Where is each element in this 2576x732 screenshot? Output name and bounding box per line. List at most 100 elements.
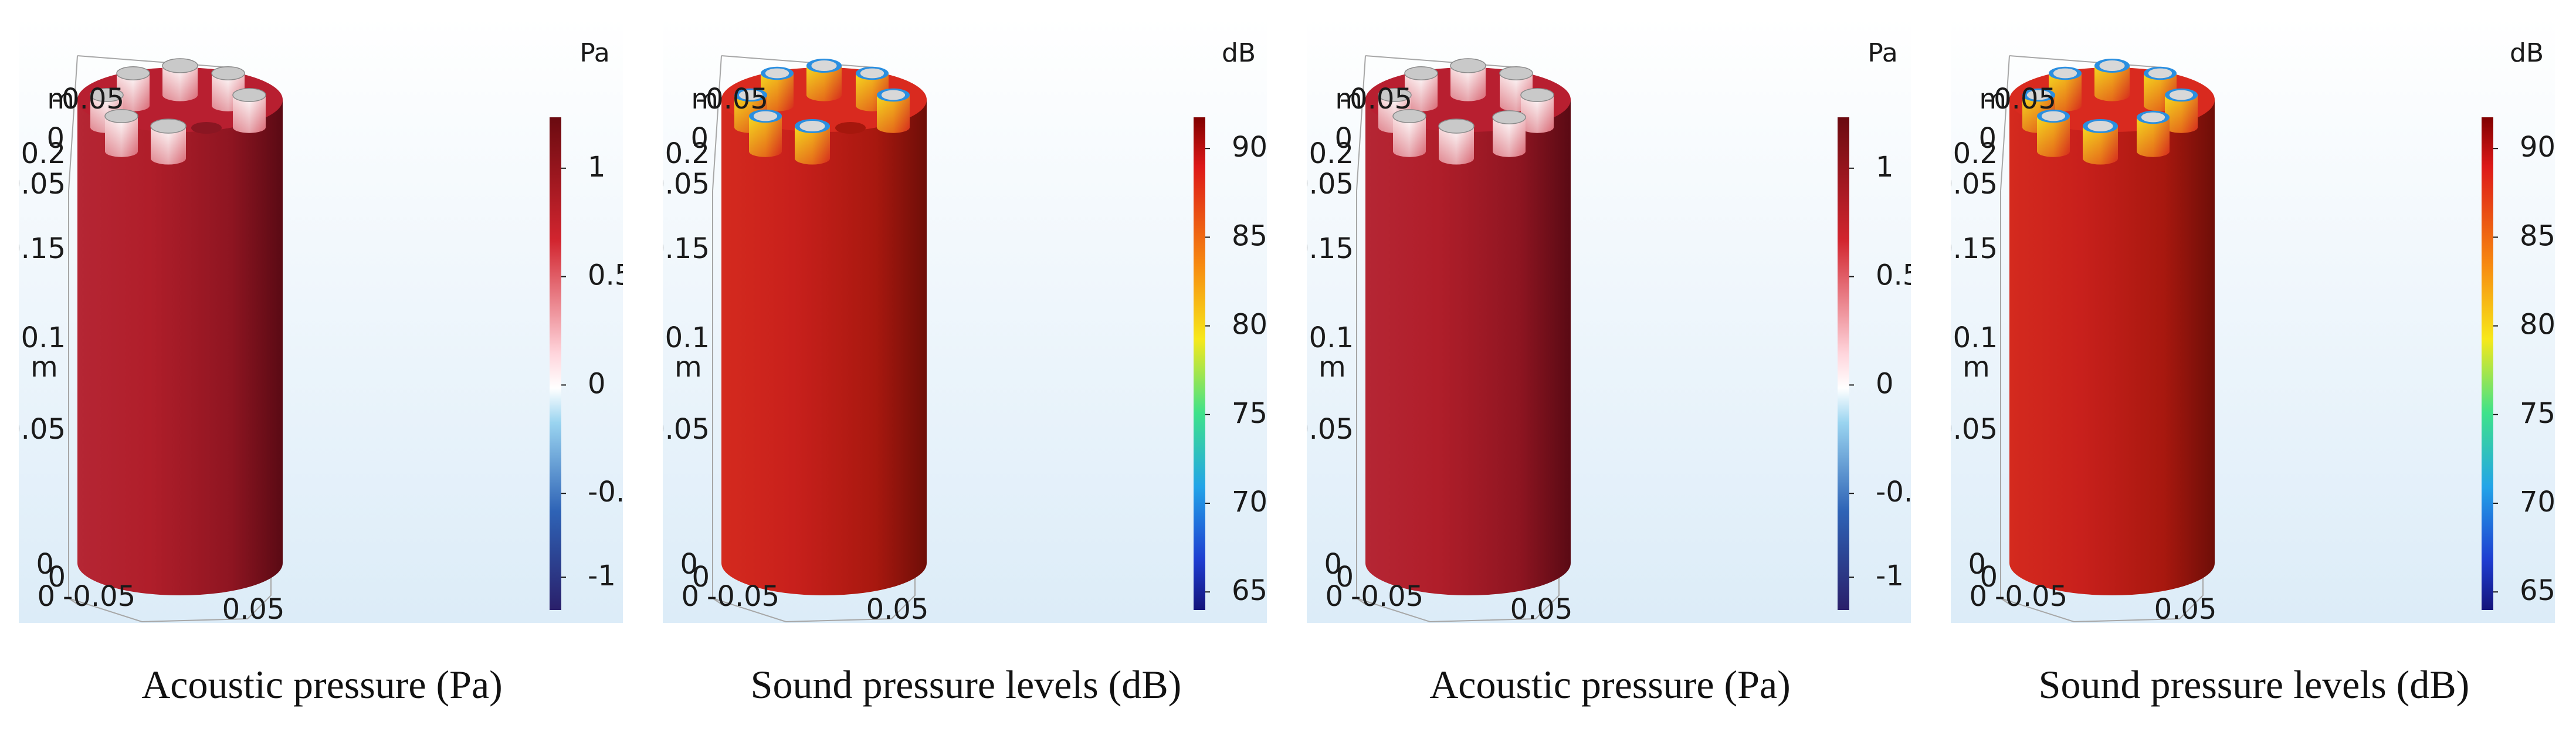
cylinder-body <box>721 100 927 595</box>
pipe-top <box>799 121 825 131</box>
pipe-top <box>2099 60 2125 71</box>
pipe <box>2165 88 2198 133</box>
y-tick-label: 0 <box>46 122 65 155</box>
y-axis-label: m <box>1979 83 2006 116</box>
y-tick-label: 0.05 <box>663 168 710 201</box>
pipe-top <box>104 109 138 123</box>
plot-svg: 0.20.150.10.050mm-0.0500.0500-0.050.05dB… <box>663 18 1267 623</box>
colorbar-tick-label: 75 <box>2520 397 2555 430</box>
x-tick-label: -0.05 <box>1995 580 2067 613</box>
colorbar-tick-label: 0.5 <box>588 259 623 292</box>
colorbar-tick-label: 90 <box>1232 131 1267 164</box>
y-tick-label: 0.05 <box>19 168 66 201</box>
z-axis-label: m <box>1318 351 1346 384</box>
z-tick-label: 0.05 <box>19 413 66 446</box>
pipe <box>1438 118 1475 165</box>
panel-2-sound-pressure-levels: 0.20.150.10.050mm-0.0500.0500-0.050.05dB… <box>644 0 1288 732</box>
pipe <box>795 119 830 165</box>
colorbar-tick-label: 80 <box>1232 309 1267 341</box>
z-origin-label: 0 <box>37 580 55 613</box>
x-origin-label: 0 <box>1968 548 1986 581</box>
z-tick-label: 0.1 <box>21 321 66 354</box>
y-tick-label: -0.05 <box>696 83 768 116</box>
colorbar-tick-label: -1 <box>588 560 616 592</box>
y-axis-label: m <box>1335 83 1362 116</box>
pipe-top <box>765 68 789 79</box>
empty-port <box>191 122 222 134</box>
colorbar-tick-label: 85 <box>2520 219 2555 252</box>
pipe-top <box>811 60 837 71</box>
colorbar-tick-label: 75 <box>1232 397 1267 430</box>
plot-area: 0.20.150.10.050mm-0.0500.0500-0.050.05Pa… <box>1307 18 1911 623</box>
pipe-top <box>1438 118 1475 134</box>
pipe-top <box>90 88 124 102</box>
pipe <box>1492 110 1526 157</box>
z-tick-label: 0.2 <box>21 137 66 170</box>
pipe-top <box>2053 68 2077 79</box>
colorbar <box>1838 117 1849 610</box>
colorbar-tick-label: 90 <box>2520 131 2555 164</box>
colorbar-tick-label: 70 <box>2520 486 2555 518</box>
x-tick-label: 0.05 <box>222 593 285 623</box>
colorbar-tick-label: 65 <box>2520 574 2555 607</box>
x-tick-label: 0.05 <box>866 593 929 623</box>
pipe <box>232 88 266 133</box>
pipe <box>1392 109 1426 157</box>
z-tick-label: 0.2 <box>1953 137 1998 170</box>
pipe <box>2083 119 2118 165</box>
colorbar-unit: dB <box>1222 38 1256 68</box>
pipe <box>1450 58 1486 101</box>
z-origin-label: 0 <box>681 580 699 613</box>
cylinder-body <box>2009 100 2215 595</box>
pipe <box>749 109 782 157</box>
colorbar-tick-label: 85 <box>1232 219 1267 252</box>
y-axis-label: m <box>47 83 74 116</box>
x-origin-label: 0 <box>1324 548 1342 581</box>
pipe <box>877 88 910 133</box>
colorbar-tick-label: 0.5 <box>1876 259 1911 292</box>
pipe <box>162 58 198 101</box>
colorbar-tick-label: -0.5 <box>1876 476 1911 509</box>
z-tick-label: 0.1 <box>665 321 710 354</box>
colorbar-unit: Pa <box>1867 38 1898 68</box>
plot-svg: 0.20.150.10.050mm-0.0500.0500-0.050.05dB… <box>1951 18 2555 623</box>
pipe <box>116 66 150 111</box>
pipe <box>2037 109 2070 157</box>
colorbar-tick-label: 1 <box>1876 151 1894 184</box>
z-axis-label: m <box>30 351 58 384</box>
colorbar-tick-label: 80 <box>2520 309 2555 341</box>
colorbar-tick-label: -0.5 <box>588 476 623 509</box>
pipe-top <box>2041 111 2066 121</box>
pipe-top <box>2141 112 2165 123</box>
cylinder-body <box>77 100 283 595</box>
plot-area: 0.20.150.10.050mm-0.0500.0500-0.050.05dB… <box>663 18 1267 623</box>
pipe-top <box>150 118 187 134</box>
panel-3-acoustic-pressure: 0.20.150.10.050mm-0.0500.0500-0.050.05Pa… <box>1288 0 1932 732</box>
panel-caption: Acoustic pressure (Pa) <box>141 662 503 707</box>
x-tick-label: -0.05 <box>63 580 135 613</box>
panel-1-acoustic-pressure: 0.20.150.10.050mm-0.0500.0500-0.050.05Pa… <box>0 0 644 732</box>
y-tick-label: 0 <box>690 122 709 155</box>
pipe <box>104 109 138 157</box>
z-tick-label: 0.05 <box>663 413 710 446</box>
y-tick-label: 0.05 <box>1307 168 1354 201</box>
z-tick-label: 0.15 <box>663 232 710 265</box>
colorbar-tick-label: 0 <box>588 367 606 400</box>
pipe-top <box>2026 90 2051 100</box>
pipe <box>806 59 842 101</box>
pipe-top <box>860 68 884 79</box>
pipe-top <box>1378 88 1412 102</box>
plot-area: 0.20.150.10.050mm-0.0500.0500-0.050.05dB… <box>1951 18 2555 623</box>
pipe <box>1520 88 1554 133</box>
colorbar <box>1194 117 1205 610</box>
colorbar-tick-label: 70 <box>1232 486 1267 518</box>
empty-port <box>835 122 866 134</box>
z-tick-label: 0.1 <box>1953 321 1998 354</box>
colorbar-tick-label: 0 <box>1876 367 1894 400</box>
colorbar-tick-label: 65 <box>1232 574 1267 607</box>
pipe <box>2049 66 2082 111</box>
pipe-top <box>1499 66 1533 80</box>
panel-4-sound-pressure-levels: 0.20.150.10.050mm-0.0500.0500-0.050.05dB… <box>1932 0 2576 732</box>
z-tick-label: 0 <box>48 561 66 594</box>
pipe-top <box>2148 68 2172 79</box>
